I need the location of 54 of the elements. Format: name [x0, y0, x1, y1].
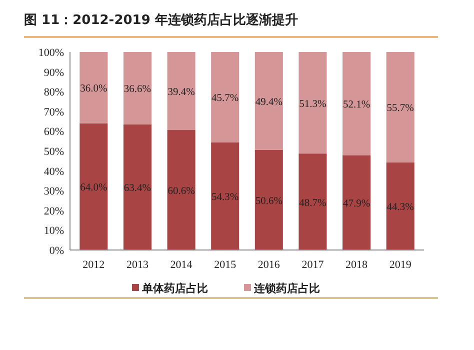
- data-label: 60.6%: [168, 186, 196, 198]
- bar: [254, 150, 283, 250]
- bar: [167, 130, 196, 250]
- bar: [386, 52, 414, 162]
- bar: [80, 123, 108, 250]
- data-label: 52.1%: [342, 100, 370, 111]
- data-label: 55.7%: [386, 103, 414, 114]
- y-tick-label: 0%: [49, 245, 64, 257]
- data-label: 45.7%: [212, 93, 239, 104]
- y-tick-label: 80%: [44, 86, 64, 99]
- chart-title: 图 11：2012-2019 年连锁药店占比逐渐提升: [24, 12, 298, 28]
- bar: [80, 52, 108, 124]
- data-label: 48.7%: [299, 198, 327, 209]
- x-tick-label: 2013: [126, 259, 149, 271]
- y-tick-label: 70%: [44, 106, 64, 118]
- data-label: 54.3%: [212, 192, 239, 204]
- bar: [342, 155, 371, 250]
- x-tick-label: 2014: [170, 259, 193, 271]
- y-tick-label: 50%: [44, 146, 64, 158]
- x-tick-label: 2018: [346, 259, 368, 271]
- data-label: 49.4%: [255, 96, 283, 108]
- bar: [298, 154, 327, 250]
- y-tick-label: 30%: [44, 186, 64, 198]
- y-tick-label: 40%: [44, 166, 64, 178]
- data-label: 51.3%: [299, 98, 327, 110]
- data-label: 64.0%: [80, 182, 108, 194]
- x-tick-label: 2015: [214, 259, 237, 271]
- x-tick-label: 2016: [258, 259, 280, 271]
- data-label: 47.9%: [342, 198, 370, 210]
- bar: [211, 142, 240, 250]
- data-label: 39.4%: [168, 87, 196, 98]
- bar: [386, 162, 414, 250]
- y-tick-label: 20%: [44, 205, 64, 218]
- data-label: 63.4%: [124, 183, 152, 194]
- legend-label: 单体药店占比: [141, 282, 208, 295]
- data-label: 50.6%: [255, 196, 283, 207]
- y-tick-label: 10%: [44, 225, 64, 238]
- bar: [342, 52, 371, 156]
- x-tick-label: 2019: [389, 259, 412, 271]
- y-tick-label: 60%: [44, 126, 64, 138]
- data-label: 36.6%: [124, 84, 152, 96]
- y-tick-label: 90%: [44, 66, 64, 79]
- bar: [211, 52, 240, 142]
- bar: [123, 52, 152, 124]
- x-tick-label: 2017: [302, 259, 324, 271]
- data-label: 36.0%: [80, 84, 108, 95]
- data-label: 44.3%: [386, 202, 414, 214]
- y-tick-label: 100%: [38, 47, 64, 59]
- bar: [298, 52, 327, 154]
- bar: [167, 52, 196, 130]
- x-tick-label: 2012: [82, 259, 105, 271]
- bar: [254, 52, 283, 150]
- legend-label: 连锁药店占比: [253, 282, 320, 295]
- bar: [123, 124, 152, 250]
